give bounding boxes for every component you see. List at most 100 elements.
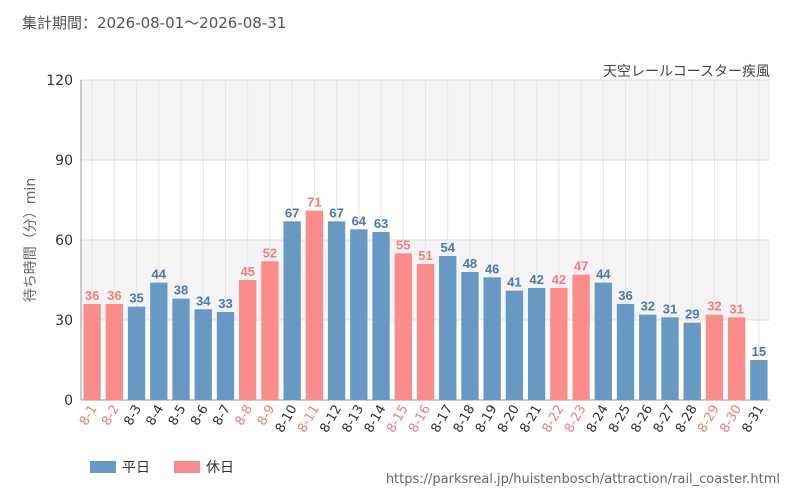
bar-value-label: 41 [507, 275, 521, 290]
legend-weekday-swatch [90, 461, 116, 473]
bar [661, 317, 679, 400]
bar [505, 290, 524, 400]
bar [394, 253, 412, 400]
bar-value-label: 67 [329, 205, 343, 220]
bar-value-label: 44 [596, 267, 611, 282]
bar-value-label: 52 [263, 245, 277, 260]
bar-value-label: 31 [729, 301, 743, 316]
bar-value-label: 48 [463, 256, 477, 271]
bar-value-label: 47 [574, 259, 588, 274]
chart-title: 天空レールコースター疾風 [603, 64, 770, 80]
legend-holiday: 休日 [174, 457, 234, 477]
bar-value-label: 42 [529, 272, 543, 287]
x-tick-label: 8-2 [99, 403, 123, 429]
bar-value-label: 64 [352, 213, 367, 228]
bar [750, 360, 768, 400]
bar [327, 221, 346, 400]
bar [372, 232, 390, 400]
bar-value-label: 36 [85, 288, 99, 303]
y-axis-label: 待ち時間（分）min [23, 178, 39, 302]
bar-value-label: 55 [396, 237, 410, 252]
x-tick-label: 8-13 [340, 403, 368, 436]
y-tick-label: 90 [55, 153, 73, 169]
bar [83, 304, 101, 400]
bar-value-label: 38 [174, 283, 188, 298]
legend: 平日 休日 [90, 457, 234, 477]
bar [727, 317, 746, 400]
x-tick-label: 8-1 [77, 403, 101, 429]
bar-value-label: 36 [107, 288, 121, 303]
x-tick-label: 8-18 [451, 403, 479, 436]
bar [616, 304, 635, 400]
x-tick-label: 8-14 [362, 403, 390, 436]
x-tick-label: 8-12 [317, 403, 345, 436]
x-tick-label: 8-10 [273, 403, 301, 436]
legend-weekday-label: 平日 [122, 460, 150, 476]
x-tick-label: 8-19 [473, 403, 501, 436]
bar [683, 322, 701, 400]
y-tick-label: 30 [55, 313, 73, 329]
bar-value-label: 67 [285, 205, 299, 220]
x-tick-label: 8-11 [295, 403, 323, 436]
bar [483, 277, 501, 400]
collection-period: 集計期間：2026-08-01～2026-08-31 [22, 14, 287, 32]
bar [527, 288, 546, 400]
bar-value-label: 45 [240, 264, 254, 279]
bar-value-label: 51 [418, 248, 432, 263]
bar [350, 229, 368, 400]
bar-value-label: 31 [663, 301, 677, 316]
x-tick-label: 8-3 [121, 403, 145, 429]
bar [461, 272, 479, 400]
x-tick-label: 8-28 [673, 403, 701, 436]
x-tick-label: 8-5 [166, 403, 190, 429]
y-tick-label: 0 [64, 393, 73, 409]
x-tick-label: 8-29 [695, 403, 723, 436]
x-tick-label: 8-4 [144, 403, 168, 429]
x-tick-label: 8-8 [233, 403, 257, 429]
bar-value-label: 29 [685, 307, 699, 322]
x-tick-label: 8-17 [428, 403, 456, 436]
bar [261, 261, 279, 400]
x-tick-label: 8-26 [628, 403, 656, 436]
source-url: https://parksreal.jp/huistenbosch/attrac… [385, 472, 780, 487]
bar [705, 314, 724, 400]
y-tick-label: 60 [55, 233, 73, 249]
x-tick-label: 8-25 [606, 403, 634, 436]
bar [305, 210, 324, 400]
bar-value-label: 32 [707, 299, 721, 314]
bar [194, 309, 212, 400]
bar [439, 256, 457, 400]
bar-value-label: 32 [641, 299, 655, 314]
bar-value-label: 15 [752, 344, 766, 359]
x-tick-label: 8-31 [740, 403, 768, 436]
x-tick-label: 8-21 [517, 403, 545, 436]
bar [150, 282, 168, 400]
bar-value-label: 71 [307, 195, 321, 210]
bar-value-label: 35 [129, 291, 143, 306]
bar-value-label: 33 [218, 296, 232, 311]
bar [572, 274, 590, 400]
bar [416, 264, 435, 400]
legend-weekday: 平日 [90, 457, 150, 477]
bar [639, 314, 657, 400]
bar-value-label: 63 [374, 216, 388, 231]
bar-value-label: 36 [618, 288, 632, 303]
bar [216, 312, 235, 400]
x-tick-label: 8-15 [384, 403, 412, 436]
bar-value-label: 34 [196, 293, 211, 308]
x-tick-label: 8-6 [188, 403, 212, 429]
bar [239, 280, 257, 400]
legend-holiday-swatch [174, 461, 200, 473]
x-tick-label: 8-24 [584, 403, 612, 436]
y-tick-label: 120 [46, 73, 73, 89]
x-tick-label: 8-20 [495, 403, 523, 436]
x-tick-label: 8-7 [210, 403, 234, 429]
x-tick-label: 8-27 [651, 403, 679, 436]
bar [283, 221, 301, 400]
bar-value-label: 42 [552, 272, 566, 287]
bar-value-label: 54 [440, 240, 455, 255]
x-tick-label: 8-22 [540, 403, 568, 436]
legend-holiday-label: 休日 [206, 460, 234, 476]
bar [594, 282, 612, 400]
